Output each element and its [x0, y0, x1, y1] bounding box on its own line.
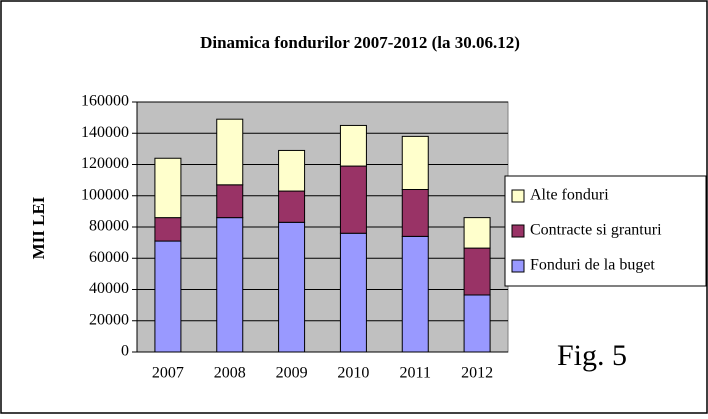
chart-title: Dinamica fondurilor 2007-2012 (la 30.06.…	[200, 33, 520, 52]
bar-segment	[154, 240, 182, 353]
bar-segment	[339, 232, 367, 353]
y-tick-label: 40000	[89, 280, 129, 297]
bar-segment	[401, 135, 429, 190]
legend-label: Alte fonduri	[530, 187, 609, 204]
legend-box	[504, 175, 707, 287]
bar-segment	[401, 189, 429, 237]
y-tick-label: 140000	[81, 124, 129, 141]
legend-swatch	[511, 259, 525, 273]
y-tick-label: 60000	[89, 249, 129, 266]
bar-segment	[278, 149, 306, 192]
legend-label: Contracte si granturi	[530, 222, 662, 239]
bar-segment	[339, 124, 367, 167]
x-tick-label: 2010	[337, 365, 369, 382]
y-tick-label: 0	[121, 343, 129, 360]
x-tick-label: 2007	[152, 365, 184, 382]
x-tick-label: 2012	[461, 365, 493, 382]
bar-segment	[216, 217, 244, 353]
bar-segment	[216, 118, 244, 186]
bar-segment	[463, 217, 491, 249]
legend-swatch	[511, 189, 525, 203]
y-tick-label: 160000	[81, 93, 129, 110]
y-tick-label: 20000	[89, 311, 129, 328]
x-tick-label: 2011	[400, 365, 431, 382]
bar-segment	[463, 294, 491, 353]
y-tick-label: 120000	[81, 155, 129, 172]
bar-segment	[154, 217, 182, 242]
y-axis-label: MII LEI	[29, 196, 48, 259]
bar-segment	[463, 247, 491, 296]
bar-segment	[278, 221, 306, 353]
y-tick-label: 100000	[81, 186, 129, 203]
annotation: Fig. 5	[557, 339, 627, 372]
bar-segment	[339, 165, 367, 234]
x-tick-label: 2008	[214, 365, 246, 382]
y-tick-label: 80000	[89, 218, 129, 235]
bar-segment	[401, 235, 429, 353]
x-tick-label: 2009	[276, 365, 308, 382]
bar-segment	[216, 184, 244, 219]
legend-label: Fonduri de la buget	[530, 257, 655, 274]
bar-segment	[154, 157, 182, 219]
bar-segment	[278, 190, 306, 223]
legend-swatch	[511, 224, 525, 238]
